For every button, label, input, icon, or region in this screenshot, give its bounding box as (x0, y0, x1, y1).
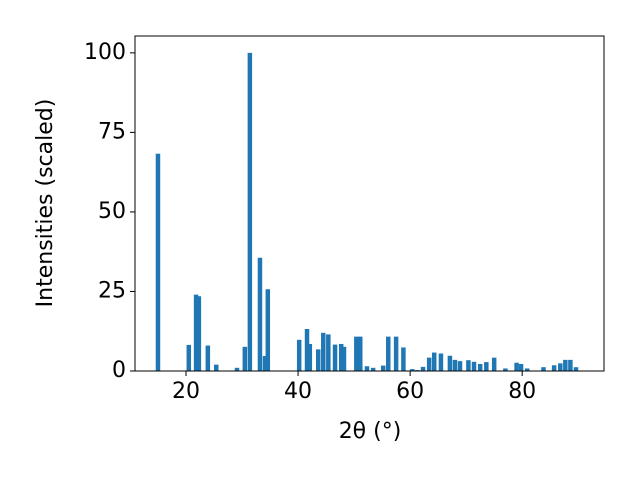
bar (438, 353, 444, 371)
bar (214, 364, 219, 371)
x-tick-label: 40 (284, 379, 312, 404)
y-tick-label: 0 (112, 358, 126, 383)
bar (155, 153, 161, 371)
bar (265, 289, 271, 371)
bar (410, 369, 415, 371)
bar (420, 366, 426, 371)
bar (447, 355, 453, 371)
bar (341, 346, 347, 371)
bar (296, 339, 302, 371)
bar (426, 357, 432, 371)
y-tick-label: 75 (98, 119, 126, 144)
bar (186, 344, 192, 371)
bar (431, 352, 437, 371)
bar (315, 349, 321, 371)
bar (514, 362, 519, 371)
bar (393, 336, 399, 371)
bar (471, 361, 477, 371)
bar (257, 257, 263, 371)
bar (477, 364, 483, 371)
bar (524, 368, 530, 371)
bar (370, 367, 376, 371)
bar (196, 296, 202, 371)
bar (307, 343, 313, 371)
plot-frame (134, 35, 605, 372)
bar (452, 359, 458, 371)
bar (234, 367, 240, 371)
bar (338, 343, 344, 371)
bar (193, 294, 199, 371)
bar (262, 356, 268, 371)
y-tick-label: 25 (98, 278, 126, 303)
bar (326, 334, 331, 371)
y-axis-label: Intensities (scaled) (33, 99, 58, 308)
bar (551, 365, 557, 371)
bar (518, 364, 524, 371)
bar (541, 367, 546, 371)
bar (242, 346, 248, 371)
bar (364, 366, 370, 371)
y-tick-label: 100 (84, 40, 126, 65)
x-axis-label: 2θ (°) (339, 419, 402, 444)
bar (321, 332, 326, 371)
bar (358, 336, 363, 371)
bar (247, 52, 253, 371)
bar (380, 365, 386, 371)
x-tick-label: 80 (508, 379, 536, 404)
bar (491, 357, 497, 371)
bar (457, 361, 463, 371)
bar (332, 344, 338, 371)
y-tick-label: 50 (98, 199, 126, 224)
bar (573, 367, 579, 371)
bar (386, 336, 391, 371)
bar (466, 360, 471, 371)
bar (354, 336, 359, 371)
bar (563, 359, 568, 371)
x-tick-label: 60 (396, 379, 424, 404)
bar (304, 329, 310, 371)
bar (558, 363, 563, 371)
bar (401, 347, 406, 371)
bar (503, 368, 508, 371)
bar (484, 362, 489, 371)
bar (205, 345, 211, 371)
bar (568, 359, 573, 371)
x-tick-label: 20 (172, 379, 200, 404)
